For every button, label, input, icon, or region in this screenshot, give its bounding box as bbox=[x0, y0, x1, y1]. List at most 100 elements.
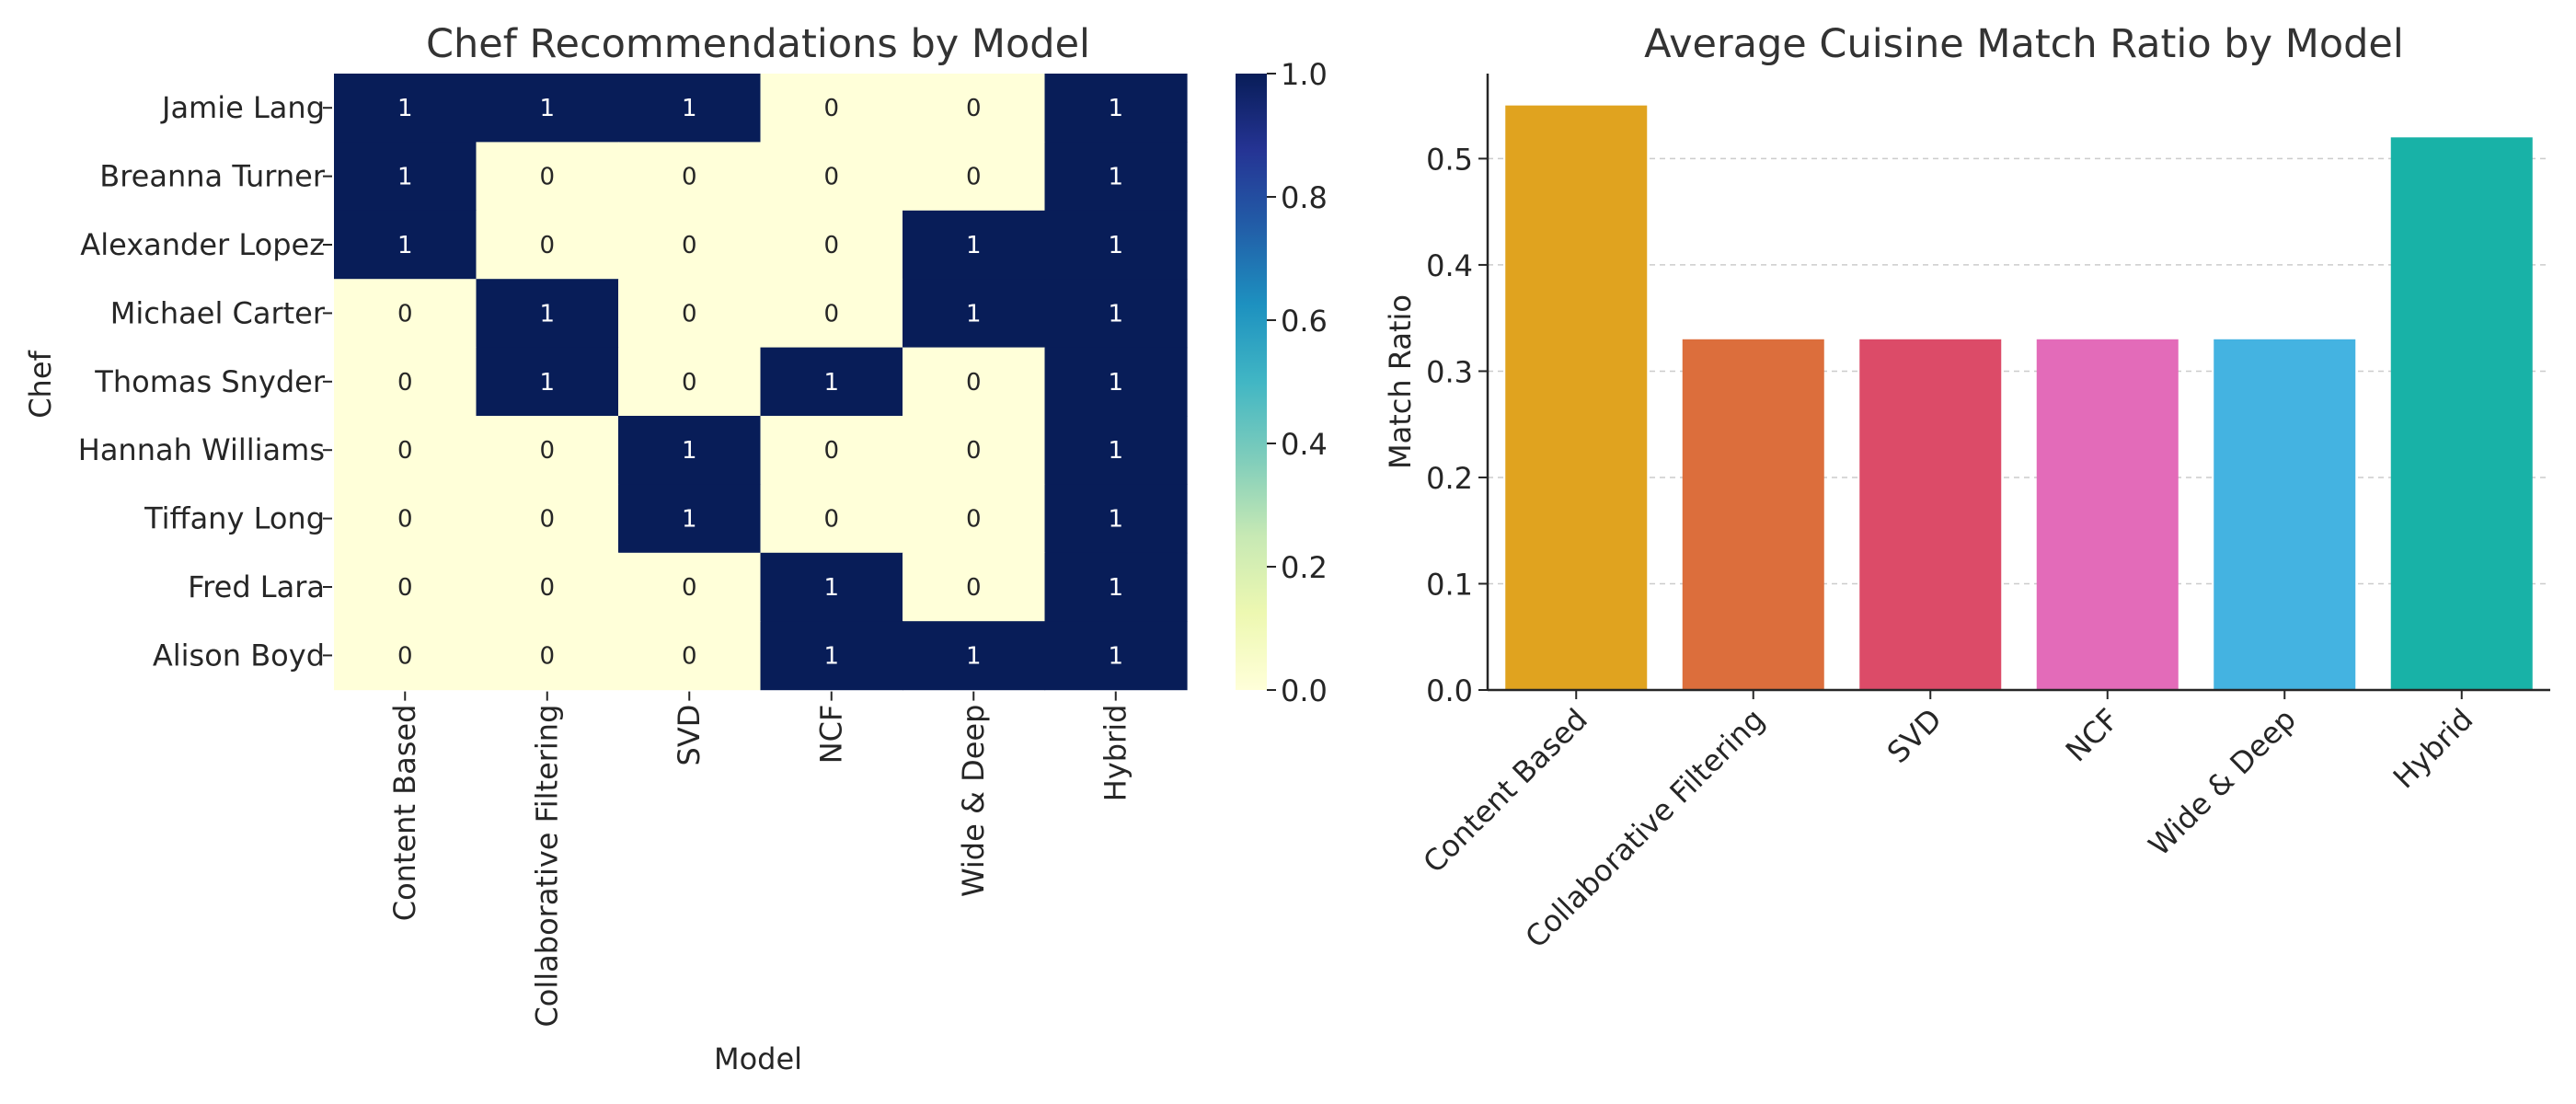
heatmap-cell bbox=[903, 484, 1046, 554]
heatmap-cell bbox=[903, 74, 1046, 143]
heatmap-cell bbox=[1044, 416, 1188, 485]
heatmap-cell-label: 0 bbox=[682, 369, 697, 397]
heatmap-x-tick-label: Collaborative Filtering bbox=[530, 705, 565, 1028]
heatmap-cell-label: 1 bbox=[966, 232, 982, 259]
heatmap-cell-label: 0 bbox=[682, 642, 697, 670]
heatmap-cell bbox=[903, 210, 1046, 280]
bar-chart-y-tick-label: 0.5 bbox=[1426, 142, 1473, 177]
heatmap-cell-label: 0 bbox=[539, 574, 555, 602]
heatmap-cell-label: 1 bbox=[682, 506, 697, 534]
heatmap-cell bbox=[334, 210, 477, 280]
heatmap-cell bbox=[1044, 279, 1188, 349]
heatmap-cell bbox=[903, 552, 1046, 622]
heatmap-cell-label: 1 bbox=[539, 95, 555, 122]
heatmap-x-tick-label: Content Based bbox=[387, 705, 422, 922]
heatmap-cell bbox=[1044, 621, 1188, 691]
heatmap-cell bbox=[1044, 484, 1188, 554]
heatmap-cell-label: 0 bbox=[966, 95, 982, 122]
heatmap-x-axis-label: Model bbox=[714, 1041, 802, 1076]
heatmap-cell-label: 0 bbox=[823, 437, 839, 465]
bar-chart-y-ticks: 0.0 0.1 0.2 0.3 0.4 0.5 bbox=[1426, 142, 1488, 708]
colorbar-tick-label: 1.0 bbox=[1281, 57, 1328, 92]
bar-chart-panel: Average Cuisine Match Ratio by Model 0.0… bbox=[1383, 21, 2550, 955]
heatmap-cell-label: 0 bbox=[539, 232, 555, 259]
heatmap-cell-label: 1 bbox=[823, 642, 839, 670]
bar bbox=[1505, 105, 1648, 691]
heatmap-cell bbox=[618, 74, 762, 143]
bar bbox=[2214, 339, 2356, 690]
heatmap-y-axis-label: Chef bbox=[23, 350, 58, 418]
heatmap-cell-label: 1 bbox=[682, 95, 697, 122]
heatmap-cell bbox=[903, 416, 1046, 485]
heatmap-cell-label: 1 bbox=[966, 300, 982, 328]
bar-chart-y-tick-label: 0.2 bbox=[1426, 461, 1473, 496]
heatmap-cell-label: 0 bbox=[397, 642, 413, 670]
heatmap-cell bbox=[618, 552, 762, 622]
heatmap-cell-label: 1 bbox=[1108, 506, 1123, 534]
heatmap-cell bbox=[760, 74, 903, 143]
heatmap-panel: Chef Recommendations by Model 1 1 1 0 0 1 1 0 0 0… bbox=[23, 21, 1188, 1076]
bar-chart-x-tick-label: SVD bbox=[1880, 702, 1949, 770]
heatmap-cell bbox=[1044, 142, 1188, 212]
heatmap-x-tick-label: Wide & Deep bbox=[956, 705, 991, 897]
heatmap-cell bbox=[903, 347, 1046, 417]
heatmap-cell-label: 0 bbox=[966, 369, 982, 397]
bar-chart-y-tick-label: 0.3 bbox=[1426, 354, 1473, 389]
heatmap-cell bbox=[476, 74, 619, 143]
heatmap-cell bbox=[476, 484, 619, 554]
heatmap-cell-label: 0 bbox=[397, 574, 413, 602]
heatmap-cell-label: 1 bbox=[1108, 369, 1123, 397]
heatmap-cell-label: 1 bbox=[1108, 164, 1123, 191]
bar-chart-x-tick-label: Wide & Deep bbox=[2142, 702, 2303, 863]
heatmap-y-tick-label: Fred Lara bbox=[188, 569, 325, 604]
heatmap-cells bbox=[334, 74, 1188, 691]
heatmap-cell bbox=[334, 142, 477, 212]
heatmap-y-tick-label: Alison Boyd bbox=[153, 638, 325, 673]
heatmap-cell-label: 0 bbox=[539, 164, 555, 191]
heatmap-cell-label: 0 bbox=[539, 642, 555, 670]
heatmap-cell bbox=[476, 347, 619, 417]
heatmap-x-tick-label: SVD bbox=[672, 705, 707, 766]
heatmap-cell-label: 0 bbox=[823, 164, 839, 191]
bar bbox=[1859, 339, 2002, 690]
heatmap-cell-label: 0 bbox=[682, 574, 697, 602]
heatmap-y-tick-label: Breanna Turner bbox=[99, 159, 326, 194]
heatmap-y-tick-label: Michael Carter bbox=[110, 295, 326, 330]
heatmap-cell-label: 1 bbox=[966, 642, 982, 670]
heatmap-cell bbox=[476, 416, 619, 485]
heatmap-cell bbox=[334, 484, 477, 554]
colorbar: 0.0 0.2 0.4 0.6 0.8 1.0 bbox=[1236, 57, 1328, 708]
heatmap-y-tick-label: Alexander Lopez bbox=[80, 227, 325, 262]
heatmap-cell-labels: 1 1 1 0 0 1 1 0 0 0 0 1 1 0 0 0 1 1 0 1 0 0 1 1 0 1 0 1 0 1 0 0 1 0 0 1 0 0 1 0… bbox=[397, 95, 1123, 670]
heatmap-x-tick-label: NCF bbox=[814, 705, 849, 765]
heatmap-cell bbox=[760, 347, 903, 417]
heatmap-cell bbox=[903, 621, 1046, 691]
bar-chart-x-tick-label: Hybrid bbox=[2386, 702, 2480, 796]
heatmap-cell-label: 0 bbox=[397, 369, 413, 397]
heatmap-cell bbox=[476, 621, 619, 691]
heatmap-y-tick-label: Thomas Snyder bbox=[94, 364, 326, 399]
heatmap-cell-label: 0 bbox=[397, 506, 413, 534]
heatmap-cell bbox=[760, 552, 903, 622]
heatmap-x-ticks: Content Based Collaborative Filtering SVD N… bbox=[387, 691, 1133, 1028]
heatmap-cell bbox=[1044, 347, 1188, 417]
heatmap-cell-label: 1 bbox=[1108, 437, 1123, 465]
colorbar-tick-label: 0.6 bbox=[1281, 304, 1328, 339]
heatmap-cell-label: 0 bbox=[966, 164, 982, 191]
heatmap-cell-label: 1 bbox=[682, 437, 697, 465]
heatmap-cell-label: 1 bbox=[397, 164, 413, 191]
bar-chart-axes bbox=[1486, 74, 2550, 692]
heatmap-cell bbox=[760, 621, 903, 691]
heatmap-cell-label: 0 bbox=[682, 164, 697, 191]
heatmap-cell-label: 0 bbox=[823, 95, 839, 122]
heatmap-cell bbox=[618, 210, 762, 280]
bar-chart-x-tick-label: NCF bbox=[2059, 702, 2126, 769]
heatmap-cell-label: 1 bbox=[539, 369, 555, 397]
heatmap-cell-label: 0 bbox=[966, 574, 982, 602]
heatmap-cell bbox=[903, 142, 1046, 212]
bar-chart-title: Average Cuisine Match Ratio by Model bbox=[1644, 21, 2404, 67]
heatmap-cell-label: 1 bbox=[1108, 574, 1123, 602]
heatmap-cell-label: 1 bbox=[397, 95, 413, 122]
heatmap-cell bbox=[476, 210, 619, 280]
